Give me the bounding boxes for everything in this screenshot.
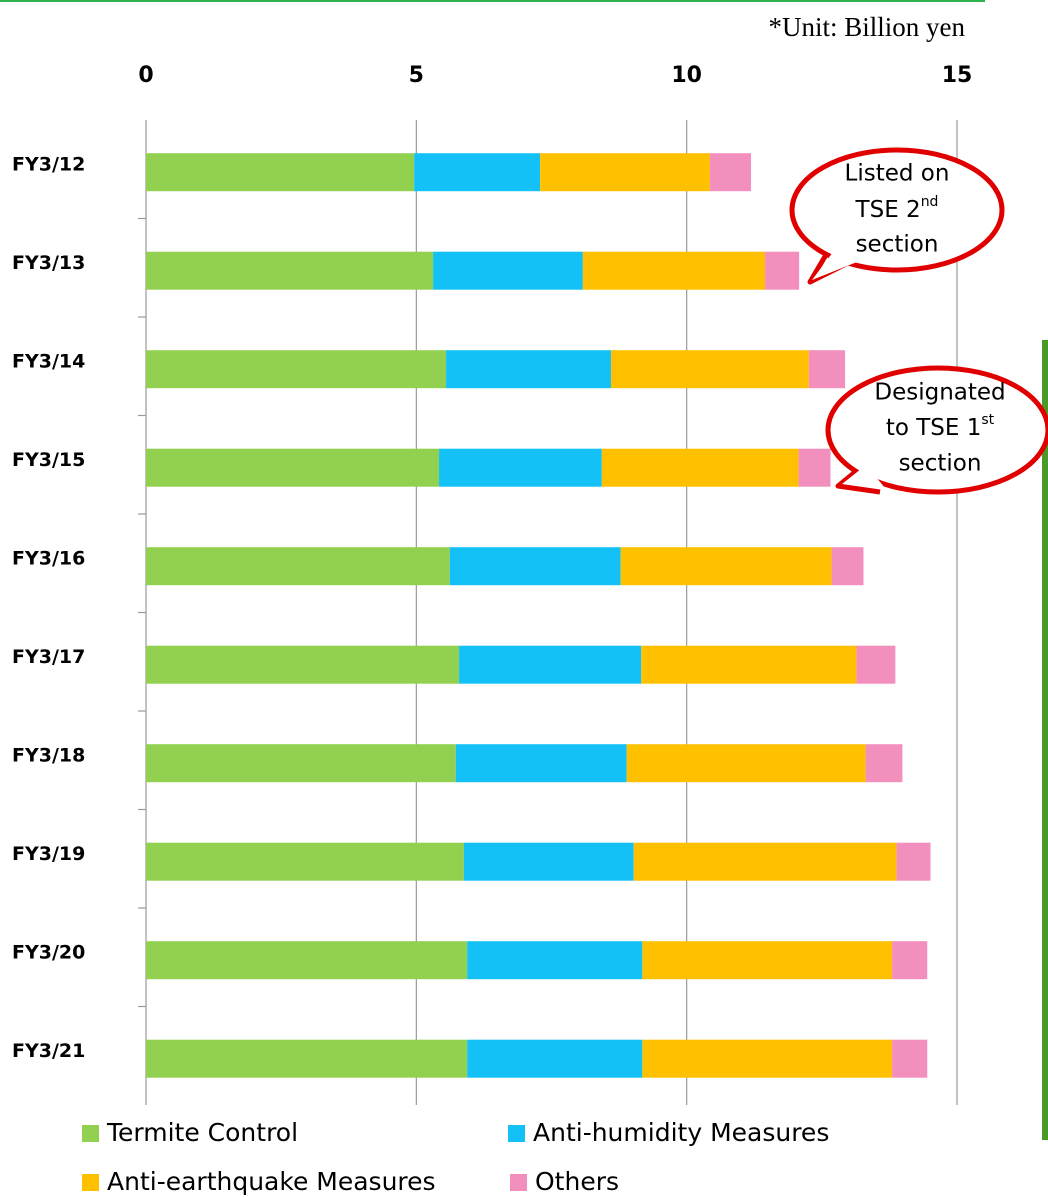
- bar-segment: [455, 744, 627, 783]
- bar-segment: [831, 547, 864, 586]
- bar-segment: [798, 448, 831, 487]
- legend-swatch: [510, 1174, 527, 1191]
- callout-text: section: [856, 232, 939, 258]
- bar-segment: [439, 448, 602, 487]
- x-tick-label: 0: [138, 63, 153, 88]
- y-tick-label: FY3/19: [12, 843, 85, 865]
- bar-segment: [601, 448, 799, 487]
- y-tick-label: FY3/20: [12, 942, 85, 964]
- bar-segment: [642, 941, 893, 980]
- bar-segment: [459, 645, 642, 684]
- bar-segment: [709, 153, 752, 192]
- unit-note: *Unit: Billion yen: [768, 12, 965, 42]
- bar-segment: [808, 350, 846, 389]
- callout-text: TSE 2nd: [855, 194, 939, 223]
- y-tick-label: FY3/21: [12, 1040, 85, 1062]
- callout: Listed on TSE 2nd section: [789, 147, 1005, 285]
- bar-segment: [414, 153, 541, 192]
- bar-segment: [892, 941, 928, 980]
- bar-segment: [146, 547, 450, 586]
- x-tick-label: 15: [942, 63, 973, 88]
- bar-segment: [146, 153, 415, 192]
- legend-label: Others: [535, 1167, 619, 1196]
- bar-segment: [463, 842, 634, 881]
- y-tick-label: FY3/13: [12, 252, 85, 274]
- bar-segment: [765, 251, 800, 290]
- bar-segment: [467, 1039, 643, 1078]
- bar-segment: [146, 941, 468, 980]
- callout-text: to TSE 1st: [886, 412, 995, 441]
- bar-segment: [641, 645, 857, 684]
- bar-segment: [892, 1039, 928, 1078]
- x-tick-label: 10: [671, 63, 702, 88]
- legend-label: Anti-humidity Measures: [533, 1118, 829, 1147]
- bar-segment: [433, 251, 583, 290]
- bar-segment: [146, 645, 460, 684]
- bar-segment: [146, 842, 464, 881]
- bar-segment: [467, 941, 643, 980]
- x-tick-label: 5: [409, 63, 424, 88]
- callout-text: Designated: [874, 380, 1005, 406]
- bar-segment: [146, 251, 434, 290]
- bar-segment: [146, 744, 456, 783]
- bar-segment: [896, 842, 931, 881]
- y-tick-label: FY3/16: [12, 548, 85, 570]
- callout: Designated to TSE 1st section: [825, 365, 1048, 495]
- bar-segment: [446, 350, 611, 389]
- bar-segment: [146, 448, 440, 487]
- bar-segment: [146, 1039, 468, 1078]
- bar-segment: [865, 744, 903, 783]
- bar-segment: [626, 744, 866, 783]
- callout-text: Listed on: [845, 161, 950, 187]
- legend-label: Termite Control: [106, 1118, 298, 1147]
- y-tick-label: FY3/12: [12, 154, 85, 176]
- legend-swatch: [508, 1125, 525, 1142]
- callout-text: section: [899, 451, 982, 477]
- y-tick-label: FY3/18: [12, 745, 85, 767]
- legend-swatch: [82, 1125, 99, 1142]
- legend-label: Anti-earthquake Measures: [107, 1167, 436, 1196]
- bar-segment: [610, 350, 809, 389]
- bar-segment: [642, 1039, 893, 1078]
- side-strip: [1042, 340, 1048, 1140]
- y-tick-label: FY3/17: [12, 646, 85, 668]
- legend-swatch: [82, 1174, 99, 1191]
- bar-segment: [582, 251, 766, 290]
- y-tick-label: FY3/15: [12, 449, 85, 471]
- bar-segment: [540, 153, 710, 192]
- bar-segment: [620, 547, 832, 586]
- y-tick-label: FY3/14: [12, 351, 85, 373]
- bar-segment: [146, 350, 447, 389]
- plot: 0 5 10 15 FY3/12 FY3/13 FY3/14 FY3/15 FY3/16 FY3/…: [12, 63, 972, 1196]
- bar-segment: [449, 547, 621, 586]
- bar-segment: [856, 645, 896, 684]
- bar-segment: [633, 842, 897, 881]
